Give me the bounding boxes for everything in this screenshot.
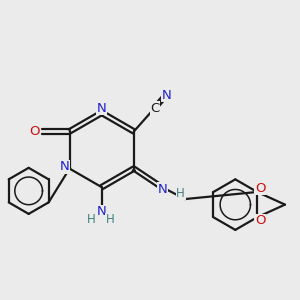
Text: C: C [150, 102, 160, 115]
Text: N: N [158, 183, 168, 196]
Text: H: H [176, 187, 185, 200]
Text: N: N [97, 101, 106, 115]
Text: H: H [87, 213, 96, 226]
Text: H: H [106, 213, 114, 226]
Text: N: N [161, 88, 171, 101]
Text: O: O [255, 214, 266, 227]
Text: N: N [97, 205, 106, 218]
Text: O: O [255, 182, 266, 195]
Text: O: O [30, 125, 40, 138]
Text: N: N [59, 160, 69, 173]
